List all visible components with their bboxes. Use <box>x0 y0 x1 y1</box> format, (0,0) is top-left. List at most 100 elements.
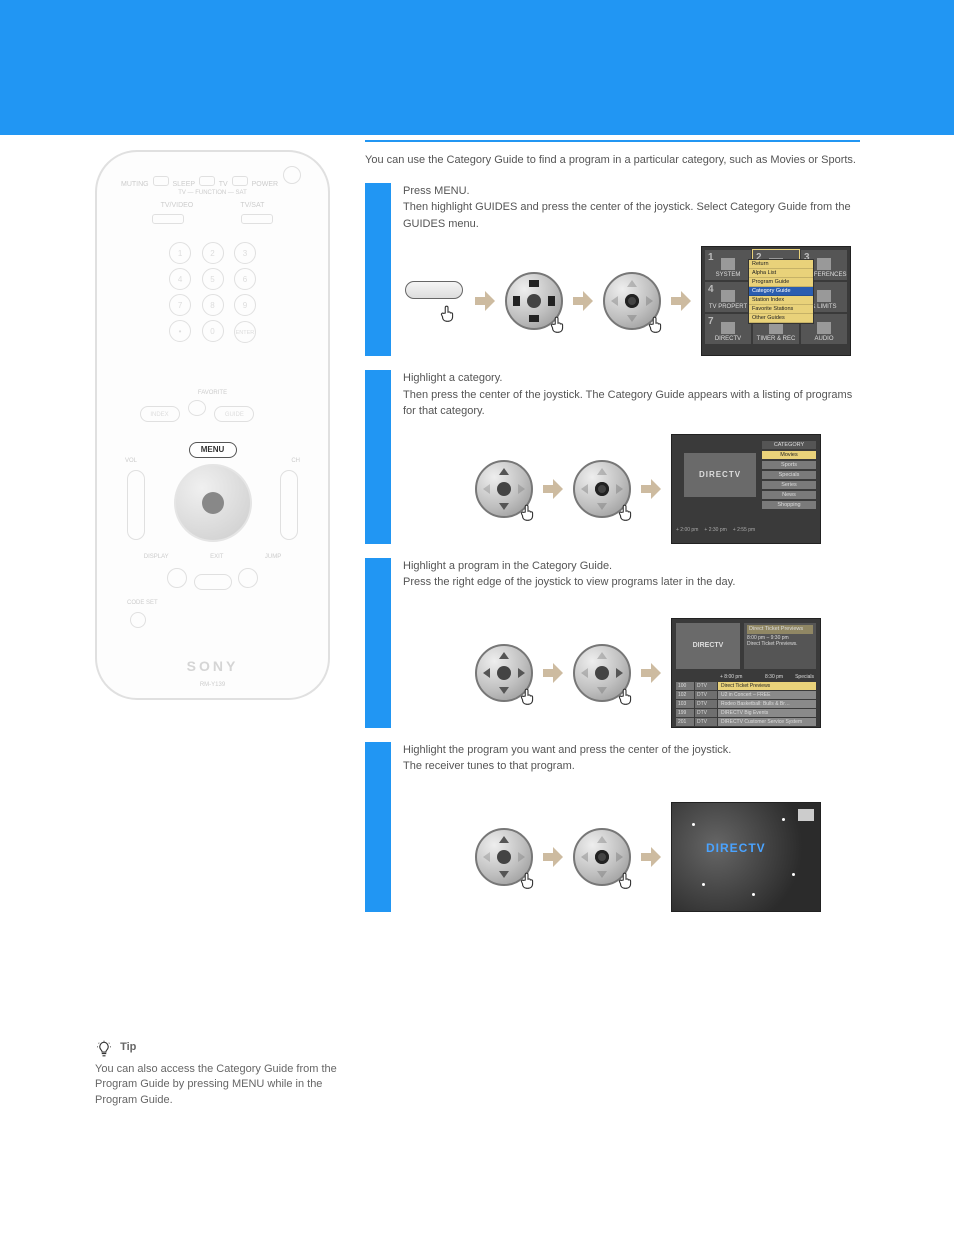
step-1-text: Press MENU. Then highlight GUIDES and pr… <box>403 183 860 233</box>
remote-top-row: MUTING SLEEP TV POWER <box>97 164 328 188</box>
key-enter: ENTER <box>234 321 256 343</box>
tvvideo-label: TV/VIDEO <box>161 202 194 209</box>
key-2: 2 <box>202 242 224 264</box>
step-1: Press MENU. Then highlight GUIDES and pr… <box>365 183 860 357</box>
step-2-graphics: DIRECTV CATEGORY Movies Sports Specials … <box>403 434 860 544</box>
step-2-text-a: Highlight a category. <box>403 372 502 384</box>
tv-guides-menu: 1SYSTEM 2GUIDES 3PREFERENCES 4TV PROPERT… <box>701 246 851 356</box>
guides-dropdown: Return Alpha List Program Guide Category… <box>748 259 814 324</box>
jump-button <box>238 568 258 588</box>
tv-label: TV <box>219 181 228 188</box>
key-3: 3 <box>234 242 256 264</box>
step-bar <box>365 558 391 728</box>
arrow-icon <box>641 847 661 867</box>
step-4-text-a: Highlight the program you want and press… <box>403 744 731 756</box>
joystick-updown-icon <box>475 460 533 518</box>
joystick <box>174 464 252 542</box>
step-4-text: Highlight the program you want and press… <box>403 742 860 788</box>
key-4: 4 <box>169 268 191 290</box>
tvvideo-button <box>152 214 184 224</box>
tip-block: Tip You can also access the Category Gui… <box>95 1040 355 1108</box>
intro-text: You can use the Category Guide to find a… <box>365 152 860 169</box>
power-button <box>283 166 301 184</box>
joystick-navigate-icon <box>505 272 563 330</box>
arrow-icon <box>641 663 661 683</box>
function-label: TV — FUNCTION — SAT <box>97 190 328 196</box>
directv-logo: DIRECTV <box>706 841 766 855</box>
tip-text: You can also access the Category Guide f… <box>95 1062 355 1108</box>
bottom-labels: DISPLAY EXIT JUMP <box>97 554 328 560</box>
power-label: POWER <box>252 181 278 188</box>
exit-label: EXIT <box>210 554 223 560</box>
vol-rocker <box>127 470 145 540</box>
vol-label: VOL <box>125 458 137 464</box>
muting-button <box>153 176 169 186</box>
directv-logo: DIRECTV <box>676 623 740 669</box>
key-dot: • <box>169 320 191 342</box>
hand-icon <box>615 502 637 524</box>
arrow-icon <box>671 291 691 311</box>
ch-rocker <box>280 470 298 540</box>
step-2: Highlight a category. Then press the cen… <box>365 370 860 544</box>
codeset-label: CODE SET <box>97 600 328 606</box>
directv-logo: DIRECTV <box>684 453 756 497</box>
tvsat-button <box>241 214 273 224</box>
codeset-button <box>127 610 149 635</box>
time-ticks: + 2:00 pm + 2:30 pm + 2:55 pm <box>676 521 816 539</box>
remote-subbtn-row <box>97 214 328 226</box>
keypad: 1 2 3 4 5 6 7 8 9 • 0 ENTER <box>153 240 273 345</box>
tip-label: Tip <box>120 1041 136 1053</box>
hand-icon <box>547 314 569 336</box>
step-bar <box>365 742 391 912</box>
jump-label: JUMP <box>265 554 281 560</box>
menu-press-icon <box>403 281 465 321</box>
tip-icon <box>95 1040 113 1058</box>
hand-icon <box>645 314 667 336</box>
key-7: 7 <box>169 294 191 316</box>
arrow-icon <box>573 291 593 311</box>
tvsat-label: TV/SAT <box>240 202 264 209</box>
hand-icon <box>615 870 637 892</box>
index-button: INDEX <box>140 406 180 422</box>
step-1-text-a: Press MENU. <box>403 185 470 197</box>
category-sidebar: CATEGORY Movies Sports Specials Series N… <box>762 441 816 509</box>
favorite-row: INDEX GUIDE <box>138 400 288 424</box>
hand-icon <box>437 303 459 325</box>
key-8: 8 <box>202 294 224 316</box>
key-0: 0 <box>202 320 224 342</box>
tv-category-list: DIRECTV CATEGORY Movies Sports Specials … <box>671 434 821 544</box>
joystick-navigate-icon <box>475 644 533 702</box>
model-label: RM-Y139 <box>97 682 328 688</box>
step-2-text-b: Then press the center of the joystick. T… <box>403 389 852 418</box>
step-bar <box>365 370 391 544</box>
step-1-text-b: Then highlight GUIDES and press the cent… <box>403 201 851 230</box>
key-6: 6 <box>234 268 256 290</box>
preview-panel: Direct Ticket Previews 8:00 pm – 9:30 pm… <box>744 623 816 669</box>
page-content: MUTING SLEEP TV POWER TV — FUNCTION — SA… <box>0 135 954 1235</box>
bottom-buttons <box>97 566 328 592</box>
key-1: 1 <box>169 242 191 264</box>
exit-button <box>194 574 232 590</box>
channel-bug <box>798 809 814 821</box>
remote-illustration: MUTING SLEEP TV POWER TV — FUNCTION — SA… <box>95 150 330 700</box>
sleep-label: SLEEP <box>173 181 195 188</box>
step-4-text-b: The receiver tunes to that program. <box>403 760 575 772</box>
step-3-text-b: Press the right edge of the joystick to … <box>403 576 735 588</box>
intro-rule <box>365 140 860 142</box>
joystick-updown-icon <box>475 828 533 886</box>
joystick-press-icon <box>573 828 631 886</box>
joystick-press-icon <box>573 460 631 518</box>
display-button <box>167 568 187 588</box>
guide-button: GUIDE <box>214 406 254 422</box>
brand-label: SONY <box>97 658 328 674</box>
menu-button: MENU <box>189 442 237 458</box>
arrow-icon <box>641 479 661 499</box>
steps-column: You can use the Category Guide to find a… <box>365 140 860 912</box>
remote-sub-row: TV/VIDEO TV/SAT <box>97 202 328 209</box>
step-3-graphics: DIRECTV Direct Ticket Previews 8:00 pm –… <box>403 618 860 728</box>
sleep-button <box>199 176 215 186</box>
step-1-graphics: 1SYSTEM 2GUIDES 3PREFERENCES 4TV PROPERT… <box>403 246 860 356</box>
step-4-graphics: DIRECTV <box>403 802 860 912</box>
step-3-text: Highlight a program in the Category Guid… <box>403 558 860 604</box>
joystick-press-icon <box>603 272 661 330</box>
